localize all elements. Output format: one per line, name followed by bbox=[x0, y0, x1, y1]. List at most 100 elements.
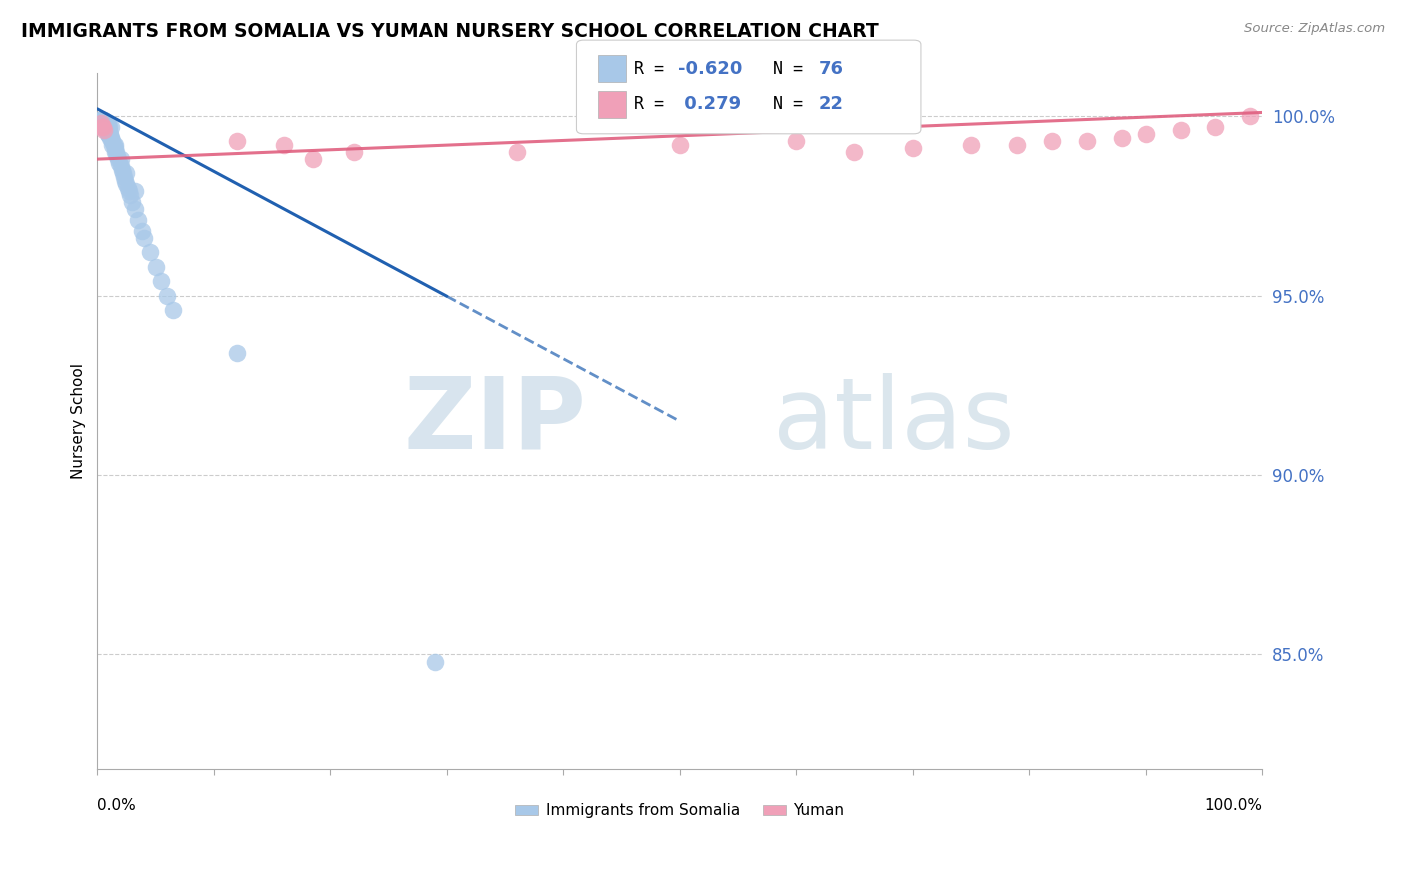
Text: IMMIGRANTS FROM SOMALIA VS YUMAN NURSERY SCHOOL CORRELATION CHART: IMMIGRANTS FROM SOMALIA VS YUMAN NURSERY… bbox=[21, 22, 879, 41]
Point bbox=[301, 152, 323, 166]
Point bbox=[89, 112, 111, 127]
Point bbox=[91, 120, 114, 134]
Point bbox=[94, 123, 117, 137]
Point bbox=[1076, 134, 1098, 148]
Point bbox=[1170, 123, 1192, 137]
Point bbox=[104, 137, 127, 152]
Point bbox=[121, 195, 143, 210]
Point bbox=[1007, 137, 1029, 152]
Point bbox=[226, 134, 249, 148]
Point bbox=[156, 288, 179, 302]
Point bbox=[505, 145, 527, 159]
Point bbox=[104, 145, 127, 159]
Point bbox=[105, 148, 128, 162]
Point bbox=[104, 141, 127, 155]
Point bbox=[226, 346, 249, 360]
Point bbox=[91, 120, 114, 134]
Text: Source: ZipAtlas.com: Source: ZipAtlas.com bbox=[1244, 22, 1385, 36]
Point bbox=[96, 120, 118, 134]
Point bbox=[96, 116, 118, 130]
Point bbox=[108, 155, 131, 169]
Point bbox=[98, 130, 121, 145]
Text: 0.0%: 0.0% bbox=[97, 798, 136, 813]
Point bbox=[94, 123, 117, 137]
Point bbox=[139, 245, 162, 260]
Point bbox=[901, 141, 924, 155]
Point bbox=[112, 170, 135, 185]
Point bbox=[162, 302, 184, 317]
Text: 0.279: 0.279 bbox=[678, 95, 741, 113]
Text: -0.620: -0.620 bbox=[678, 60, 742, 78]
Point bbox=[93, 123, 115, 137]
Point bbox=[90, 116, 112, 130]
Point bbox=[115, 178, 138, 192]
Point bbox=[844, 145, 866, 159]
Point bbox=[91, 116, 114, 130]
Point bbox=[90, 116, 112, 130]
Point bbox=[91, 112, 114, 127]
Point bbox=[96, 123, 118, 137]
Point bbox=[104, 145, 127, 159]
Point bbox=[111, 166, 134, 180]
Text: N =: N = bbox=[773, 60, 813, 78]
Point bbox=[1239, 109, 1261, 123]
Point bbox=[110, 159, 132, 173]
Point bbox=[100, 130, 122, 145]
Point bbox=[100, 130, 122, 145]
Point bbox=[90, 112, 112, 127]
Point bbox=[98, 127, 121, 141]
Point bbox=[107, 152, 129, 166]
Text: N =: N = bbox=[773, 95, 813, 113]
Point bbox=[94, 120, 117, 134]
Point bbox=[93, 116, 115, 130]
Point bbox=[960, 137, 983, 152]
Point bbox=[131, 224, 153, 238]
Point bbox=[91, 116, 114, 130]
Point bbox=[342, 145, 364, 159]
Point bbox=[150, 274, 173, 288]
Point bbox=[97, 127, 120, 141]
Point bbox=[115, 166, 138, 180]
Point bbox=[111, 162, 134, 177]
Point bbox=[90, 112, 112, 127]
Point bbox=[124, 202, 146, 217]
Y-axis label: Nursery School: Nursery School bbox=[72, 363, 86, 479]
Point bbox=[100, 120, 122, 134]
Point bbox=[90, 116, 112, 130]
Point bbox=[132, 231, 155, 245]
Point bbox=[91, 112, 114, 127]
Point bbox=[668, 137, 690, 152]
Point bbox=[101, 134, 124, 148]
Point bbox=[98, 127, 121, 141]
Point bbox=[1111, 130, 1133, 145]
Point bbox=[91, 112, 114, 127]
Text: R =: R = bbox=[634, 95, 673, 113]
Point bbox=[785, 134, 807, 148]
Point bbox=[93, 120, 115, 134]
Point bbox=[94, 116, 117, 130]
Point bbox=[118, 185, 141, 199]
Legend: Immigrants from Somalia, Yuman: Immigrants from Somalia, Yuman bbox=[509, 797, 851, 824]
Point bbox=[91, 120, 114, 134]
Point bbox=[91, 120, 114, 134]
Point bbox=[97, 123, 120, 137]
Text: atlas: atlas bbox=[773, 373, 1015, 470]
Text: 22: 22 bbox=[818, 95, 844, 113]
Point bbox=[423, 655, 446, 669]
Point bbox=[145, 260, 167, 274]
Point bbox=[89, 116, 111, 130]
Point bbox=[1204, 120, 1226, 134]
Text: 100.0%: 100.0% bbox=[1204, 798, 1263, 813]
Point bbox=[110, 152, 132, 166]
Point bbox=[93, 120, 115, 134]
Point bbox=[124, 185, 146, 199]
Point bbox=[273, 137, 295, 152]
Text: R =: R = bbox=[634, 60, 673, 78]
Point bbox=[127, 213, 149, 227]
Point bbox=[90, 112, 112, 127]
Point bbox=[97, 127, 120, 141]
Point bbox=[98, 120, 121, 134]
Point bbox=[91, 116, 114, 130]
Point bbox=[114, 174, 136, 188]
Point bbox=[1135, 127, 1157, 141]
